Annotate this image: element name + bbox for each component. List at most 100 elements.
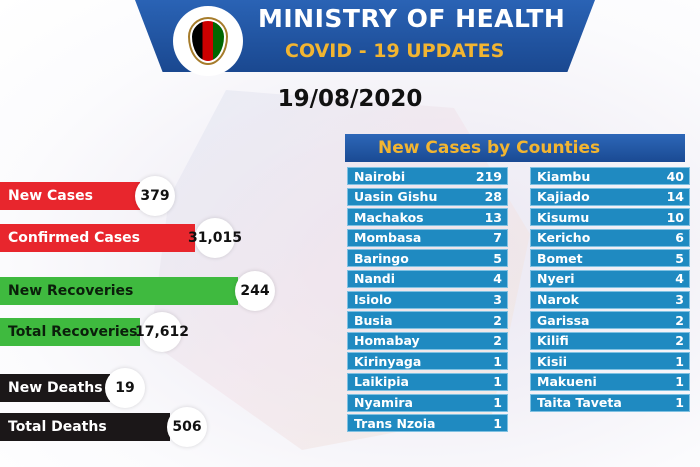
- county-row: Homabay 2: [347, 331, 508, 350]
- county-row: Busia 2: [347, 311, 508, 330]
- county-row: Nandi 4: [347, 269, 508, 288]
- county-cases: 219: [475, 168, 502, 184]
- county-name: Nyamira: [354, 395, 413, 411]
- county-row: Laikipia 1: [347, 372, 508, 391]
- county-cases: 4: [675, 271, 684, 287]
- county-cases: 28: [484, 189, 502, 205]
- stat-value-circle: 17,612: [135, 312, 189, 352]
- county-row: Kisii 1: [530, 352, 690, 371]
- county-row: Kirinyaga 1: [347, 352, 508, 371]
- stat-label: Total Recoveries: [8, 324, 138, 340]
- county-row: Baringo 5: [347, 249, 508, 268]
- date: 19/08/2020: [277, 86, 423, 112]
- county-row: Trans Nzoia 1: [347, 414, 508, 433]
- county-row: Bomet 5: [530, 249, 690, 268]
- county-name: Nairobi: [354, 168, 406, 184]
- county-cases: 14: [666, 189, 684, 205]
- county-row: Kisumu 10: [530, 208, 690, 227]
- county-name: Kajiado: [537, 189, 590, 205]
- county-cases: 1: [493, 374, 502, 390]
- county-row: Nyeri 4: [530, 269, 690, 288]
- county-name: Bomet: [537, 250, 583, 266]
- stat-label: New Cases: [8, 188, 93, 204]
- county-name: Trans Nzoia: [354, 415, 436, 431]
- county-cases: 7: [493, 230, 502, 246]
- county-cases: 2: [493, 312, 502, 328]
- county-name: Taita Taveta: [537, 395, 622, 411]
- county-cases: 4: [493, 271, 502, 287]
- county-cases: 3: [675, 292, 684, 308]
- county-name: Kericho: [537, 230, 591, 246]
- county-name: Isiolo: [354, 292, 392, 308]
- county-cases: 1: [675, 374, 684, 390]
- stat-value-circle: 506: [167, 407, 207, 447]
- county-name: Uasin Gishu: [354, 189, 438, 205]
- stat-value-circle: 31,015: [188, 218, 242, 258]
- counties-right-column: Kiambu 40 Kajiado 14 Kisumu 10 Kericho 6 Bomet 5 N…: [530, 167, 690, 414]
- stat-label: Total Deaths: [8, 419, 107, 435]
- county-row: Mombasa 7: [347, 228, 508, 247]
- county-name: Busia: [354, 312, 393, 328]
- county-cases: 1: [493, 395, 502, 411]
- county-name: Baringo: [354, 250, 409, 266]
- county-row: Kilifi 2: [530, 331, 690, 350]
- county-row: Makueni 1: [530, 372, 690, 391]
- county-cases: 1: [493, 415, 502, 431]
- stat-label: New Deaths: [8, 380, 103, 396]
- county-cases: 40: [666, 168, 684, 184]
- stat-value: 244: [240, 283, 270, 299]
- county-cases: 2: [675, 312, 684, 328]
- stat-value: 379: [140, 188, 170, 204]
- stat-value-circle: 244: [235, 271, 275, 311]
- stat-value-circle: 19: [105, 368, 145, 408]
- stat-bar: New Cases: [0, 182, 140, 210]
- stat-value: 17,612: [134, 324, 190, 340]
- shield-icon: [188, 17, 228, 65]
- county-row: Kajiado 14: [530, 187, 690, 206]
- county-name: Kiambu: [537, 168, 591, 184]
- county-name: Kilifi: [537, 333, 569, 349]
- stat-value: 19: [115, 380, 135, 396]
- county-name: Narok: [537, 292, 579, 308]
- county-name: Machakos: [354, 209, 424, 225]
- county-name: Nyeri: [537, 271, 575, 287]
- county-name: Garissa: [537, 312, 590, 328]
- stat-value: 506: [172, 419, 202, 435]
- county-row: Kericho 6: [530, 228, 690, 247]
- county-row: Nyamira 1: [347, 393, 508, 412]
- title: MINISTRY OF HEALTH: [258, 4, 566, 33]
- county-row: Taita Taveta 1: [530, 393, 690, 412]
- county-cases: 2: [493, 333, 502, 349]
- county-cases: 3: [493, 292, 502, 308]
- county-row: Machakos 13: [347, 208, 508, 227]
- stat-value-circle: 379: [135, 176, 175, 216]
- county-row: Narok 3: [530, 290, 690, 309]
- stat-bar: New Recoveries: [0, 277, 238, 305]
- subtitle: COVID - 19 UPDATES: [285, 40, 505, 62]
- county-name: Laikipia: [354, 374, 409, 390]
- counties-title: New Cases by Counties: [345, 134, 685, 162]
- stat-label: New Recoveries: [8, 283, 134, 299]
- county-name: Kisumu: [537, 209, 590, 225]
- county-name: Nandi: [354, 271, 396, 287]
- county-row: Isiolo 3: [347, 290, 508, 309]
- stat-bar: New Deaths: [0, 374, 110, 402]
- county-row: Garissa 2: [530, 311, 690, 330]
- stat-bar: Total Recoveries: [0, 318, 140, 346]
- county-row: Uasin Gishu 28: [347, 187, 508, 206]
- county-cases: 1: [675, 395, 684, 411]
- county-name: Homabay: [354, 333, 420, 349]
- counties-left-column: Nairobi 219 Uasin Gishu 28 Machakos 13 Mombasa…: [347, 167, 508, 435]
- coat-of-arms-logo: [173, 6, 243, 76]
- county-cases: 6: [675, 230, 684, 246]
- county-row: Nairobi 219: [347, 167, 508, 185]
- county-cases: 5: [675, 250, 684, 266]
- county-name: Kirinyaga: [354, 353, 422, 369]
- county-cases: 10: [666, 209, 684, 225]
- county-cases: 13: [484, 209, 502, 225]
- county-name: Kisii: [537, 353, 567, 369]
- county-cases: 1: [675, 353, 684, 369]
- stat-bar: Total Deaths: [0, 413, 170, 441]
- stat-bar: Confirmed Cases: [0, 224, 195, 252]
- county-name: Mombasa: [354, 230, 422, 246]
